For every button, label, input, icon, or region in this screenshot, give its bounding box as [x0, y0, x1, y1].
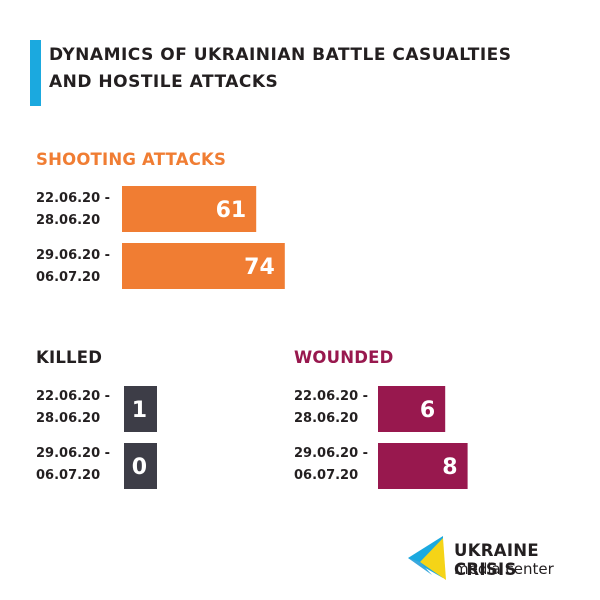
- wounded-bar-1: [378, 386, 446, 432]
- killed-bar-label-1: 1: [132, 398, 147, 423]
- wounded-bar-label-2: 8: [442, 455, 457, 480]
- shooting-date-2: 29.06.20 - 06.07.20: [36, 248, 111, 285]
- killed-date-2: 29.06.20 - 06.07.20: [36, 446, 111, 483]
- killed-title: KILLED: [36, 348, 103, 367]
- killed-bar-2: [124, 443, 157, 489]
- killed-date-1: 22.06.20 - 28.06.20: [36, 389, 111, 426]
- shooting-bar-1: [122, 186, 257, 232]
- shooting-attacks-title: SHOOTING ATTACKS: [36, 150, 227, 169]
- shooting-bar-label-1: 61: [216, 198, 247, 223]
- wounded-date-2: 29.06.20 - 06.07.20: [294, 446, 369, 483]
- title-line-2: AND HOSTILE ATTACKS: [49, 72, 279, 92]
- wounded-title: WOUNDED: [294, 348, 394, 367]
- shooting-bar-label-2: 74: [244, 255, 275, 280]
- title-accent-bar: [30, 40, 41, 106]
- page-title: DYNAMICS OF UKRAINIAN BATTLE CASUALTIES …: [49, 42, 512, 96]
- killed-bar-label-2: 0: [132, 455, 147, 480]
- wounded-bar-label-1: 6: [420, 398, 435, 423]
- wounded-bar-2: [378, 443, 468, 489]
- title-line-1: DYNAMICS OF UKRAINIAN BATTLE CASUALTIES: [49, 45, 512, 65]
- shooting-date-1: 22.06.20 - 28.06.20: [36, 191, 111, 228]
- shooting-bar-2: [122, 243, 285, 289]
- killed-bar-1: [124, 386, 157, 432]
- wounded-date-1: 22.06.20 - 28.06.20: [294, 389, 369, 426]
- logo-text-secondary: media center: [454, 560, 554, 578]
- logo-text-primary: UKRAINE CRISIS: [454, 541, 539, 579]
